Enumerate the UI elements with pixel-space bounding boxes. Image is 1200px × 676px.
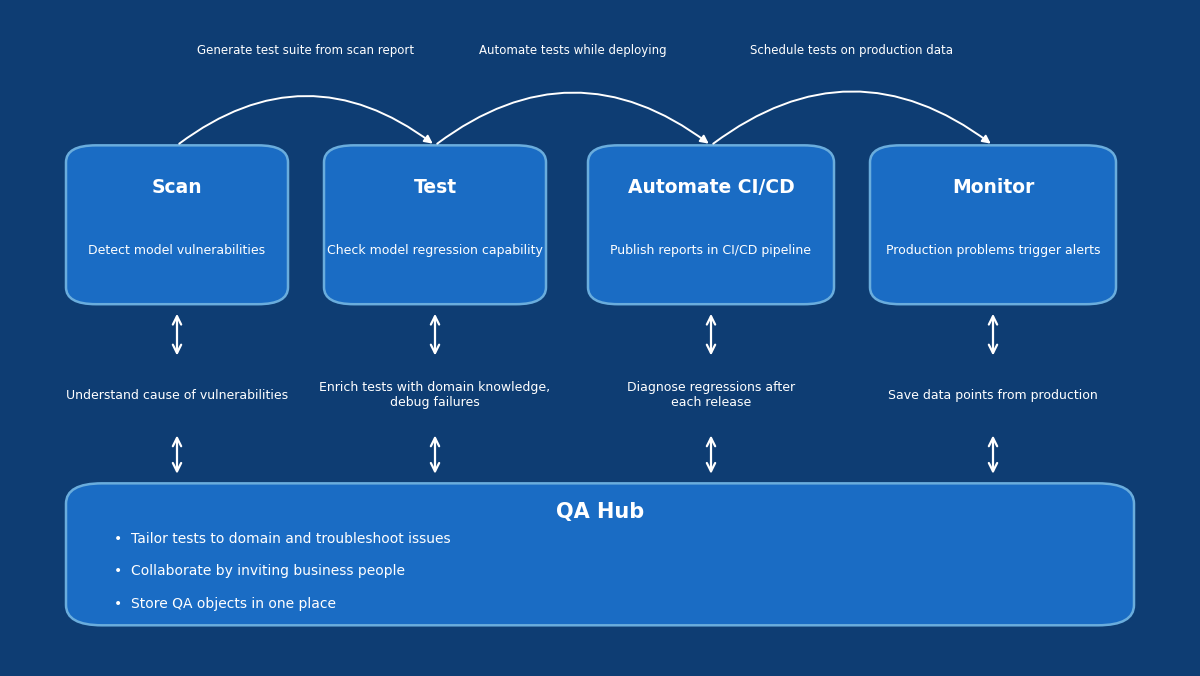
Text: Save data points from production: Save data points from production [888, 389, 1098, 402]
Text: Automate CI/CD: Automate CI/CD [628, 178, 794, 197]
Text: Enrich tests with domain knowledge,
debug failures: Enrich tests with domain knowledge, debu… [319, 381, 551, 410]
Text: Scan: Scan [151, 178, 203, 197]
Text: Schedule tests on production data: Schedule tests on production data [750, 44, 954, 57]
Text: •  Tailor tests to domain and troubleshoot issues: • Tailor tests to domain and troubleshoo… [114, 532, 451, 546]
Text: QA Hub: QA Hub [556, 502, 644, 523]
Text: Monitor: Monitor [952, 178, 1034, 197]
Text: Test: Test [414, 178, 456, 197]
Text: Diagnose regressions after
each release: Diagnose regressions after each release [626, 381, 796, 410]
FancyBboxPatch shape [66, 483, 1134, 625]
Text: Understand cause of vulnerabilities: Understand cause of vulnerabilities [66, 389, 288, 402]
FancyBboxPatch shape [324, 145, 546, 304]
FancyBboxPatch shape [870, 145, 1116, 304]
Text: •  Store QA objects in one place: • Store QA objects in one place [114, 597, 336, 611]
Text: Detect model vulnerabilities: Detect model vulnerabilities [89, 244, 265, 257]
Text: Automate tests while deploying: Automate tests while deploying [479, 44, 666, 57]
FancyBboxPatch shape [588, 145, 834, 304]
FancyBboxPatch shape [66, 145, 288, 304]
Text: Publish reports in CI/CD pipeline: Publish reports in CI/CD pipeline [611, 244, 811, 257]
Text: Production problems trigger alerts: Production problems trigger alerts [886, 244, 1100, 257]
Text: •  Collaborate by inviting business people: • Collaborate by inviting business peopl… [114, 564, 406, 579]
Text: Check model regression capability: Check model regression capability [328, 244, 542, 257]
Text: Generate test suite from scan report: Generate test suite from scan report [198, 44, 414, 57]
